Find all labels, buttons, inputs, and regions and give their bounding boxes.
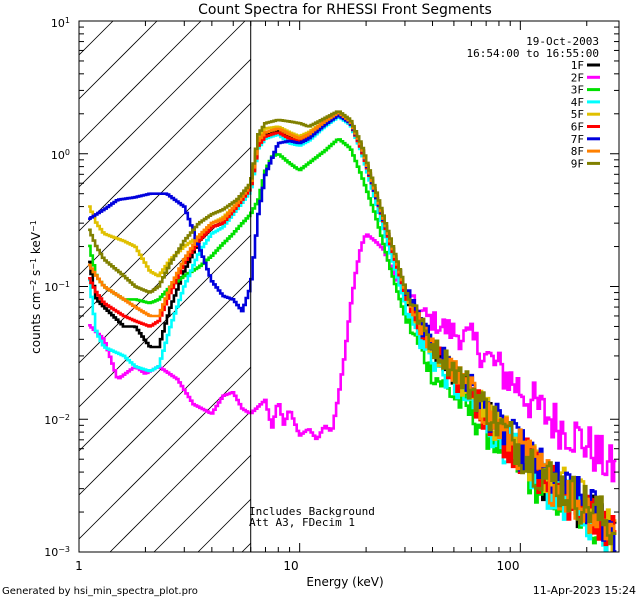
hatch-line (79, 323, 251, 496)
hatch-line (79, 21, 114, 56)
hatch-line (241, 543, 251, 552)
footer-generated-by: Generated by hsi_min_spectra_plot.pro (2, 586, 198, 597)
legend-label-5F: 5F (571, 108, 584, 121)
legend-label-9F: 9F (571, 157, 584, 170)
legend-label-1F: 1F (571, 59, 584, 72)
x-tick-labels: 1 10 100 (75, 559, 519, 573)
x-axis-label: Energy (keV) (306, 575, 383, 589)
hatch-line (79, 21, 202, 144)
hatch-line (79, 59, 251, 232)
axis-ticks (78, 21, 619, 553)
y-axis-label: counts cm−2 s−1 keV−1 (29, 220, 44, 354)
hatch-line (79, 367, 251, 540)
legend-label-4F: 4F (571, 96, 584, 109)
x-tick-label-1: 1 (75, 559, 83, 573)
legend-label-3F: 3F (571, 84, 584, 97)
hatch-line (109, 411, 251, 552)
hatch-line (79, 147, 251, 320)
y-tick-label-1e1: 101 (51, 16, 70, 31)
legend-date: 19-Oct-2003 (526, 35, 599, 48)
series-line-6F (88, 113, 617, 547)
hatch-line (79, 21, 158, 100)
legend-time-range: 16:54:00 to 16:55:00 (467, 47, 599, 60)
series-line-9F (88, 110, 617, 546)
y-tick-labels: 10−3 10−2 10−1 100 101 (44, 16, 70, 560)
y-tick-label-1e-2: 10−2 (44, 413, 70, 428)
hatch-line (79, 235, 251, 408)
series-line-3F (88, 138, 616, 552)
series-group (88, 110, 617, 552)
hatch-line (197, 499, 251, 552)
hatched-region (79, 21, 251, 552)
legend-label-2F: 2F (571, 71, 584, 84)
footer-timestamp: 11-Apr-2023 15:24 (533, 584, 636, 597)
annotation-background: Includes Background (249, 505, 375, 518)
legend-label-8F: 8F (571, 145, 584, 158)
hatch-line (153, 455, 251, 552)
legend-label-6F: 6F (571, 121, 584, 134)
hatch-line (79, 103, 251, 276)
annotation-attenuator: Att A3, FDecim 1 (249, 516, 355, 529)
hatch-line (79, 21, 246, 188)
chart-title: Count Spectra for RHESSI Front Segments (198, 2, 492, 18)
x-tick-label-100: 100 (497, 559, 520, 573)
x-tick-label-10: 10 (283, 559, 298, 573)
legend-label-7F: 7F (571, 133, 584, 146)
y-tick-label-1e0: 100 (51, 148, 70, 163)
y-tick-label-1e-1: 10−1 (44, 280, 70, 295)
series-line-2F (88, 233, 617, 483)
y-tick-label-1e-3: 10−3 (44, 545, 70, 560)
hatch-line (79, 279, 251, 452)
